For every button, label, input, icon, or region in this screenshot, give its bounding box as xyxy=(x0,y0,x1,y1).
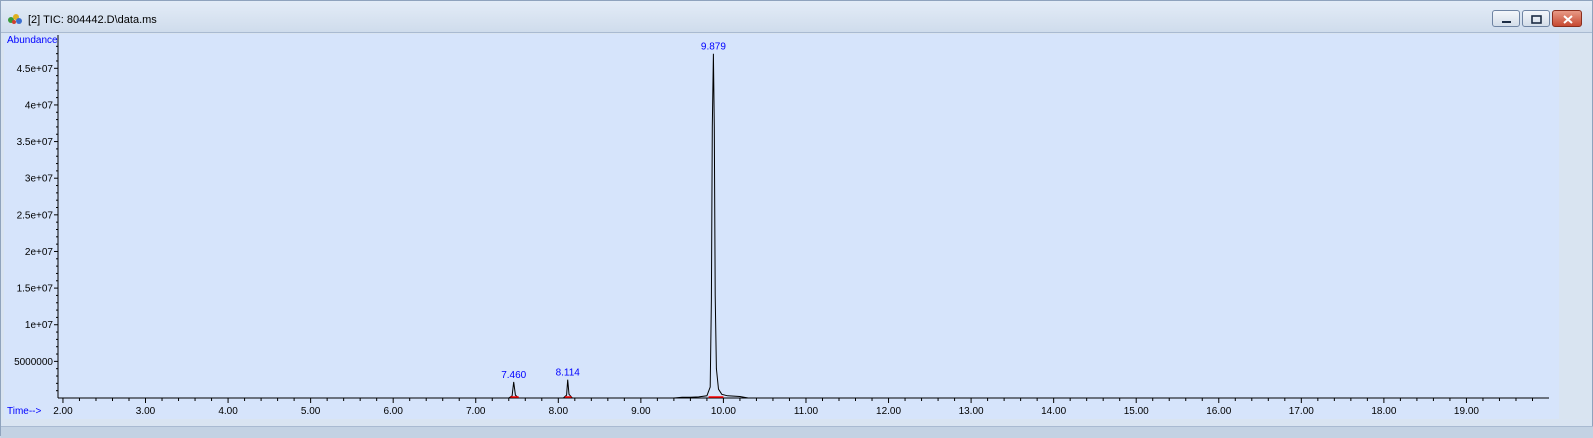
x-tick-label: 16.00 xyxy=(1206,406,1231,417)
peak-label-group: 7.460 8.114 9.879 xyxy=(501,42,726,381)
close-button[interactable] xyxy=(1552,10,1582,27)
restore-icon xyxy=(1531,15,1542,24)
y-axis-label: Abundance xyxy=(7,35,58,46)
y-tick-label: 1.5e+07 xyxy=(17,284,54,295)
x-tick-label: 19.00 xyxy=(1454,406,1479,417)
chromatogram-plot: 5000000 1e+07 1.5e+07 2e+07 2.5e+07 3e+07 3.5e… xyxy=(4,34,1559,419)
y-tick-label: 4.5e+07 xyxy=(17,64,54,75)
x-tick-label: 18.00 xyxy=(1371,406,1396,417)
window-title: [2] TIC: 804442.D\data.ms xyxy=(28,14,157,26)
y-tick-label: 3e+07 xyxy=(25,174,54,185)
x-tick-label: 8.00 xyxy=(549,406,569,417)
title-bar[interactable]: [2] TIC: 804442.D\data.ms xyxy=(1,1,1592,33)
x-tick-label: 12.00 xyxy=(876,406,901,417)
x-tick-label: 6.00 xyxy=(383,406,403,417)
y-tick-label: 1e+07 xyxy=(25,320,54,331)
restore-button[interactable] xyxy=(1522,10,1550,27)
x-tick-label: 15.00 xyxy=(1124,406,1149,417)
peak-label: 7.460 xyxy=(501,370,526,381)
y-tick-label: 2e+07 xyxy=(25,247,54,258)
x-tick-label: 2.00 xyxy=(53,406,73,417)
minimize-button[interactable] xyxy=(1492,10,1520,27)
x-tick-label: 9.00 xyxy=(631,406,651,417)
close-icon xyxy=(1563,15,1573,24)
y-tick-label: 2.5e+07 xyxy=(17,210,54,221)
minimize-icon xyxy=(1502,21,1511,23)
x-tick-label: 13.00 xyxy=(959,406,984,417)
status-strip xyxy=(1,426,1593,438)
plot-area xyxy=(4,34,1559,419)
peak-label: 9.879 xyxy=(701,42,726,53)
x-tick-label: 5.00 xyxy=(301,406,321,417)
y-tick-label: 4e+07 xyxy=(25,100,54,111)
x-tick-label: 10.00 xyxy=(711,406,736,417)
chromatogram-app-icon xyxy=(8,14,22,24)
peak-label: 8.114 xyxy=(556,368,581,379)
y-tick-label: 3.5e+07 xyxy=(17,137,54,148)
x-tick-label: 3.00 xyxy=(136,406,156,417)
x-tick-label: 7.00 xyxy=(466,406,486,417)
x-tick-label: 11.00 xyxy=(794,406,819,417)
y-tick-label: 5000000 xyxy=(14,357,53,368)
x-tick-label: 4.00 xyxy=(218,406,238,417)
x-axis-label: Time--> xyxy=(7,406,42,417)
trace-group xyxy=(58,53,1549,399)
x-tick-label: 14.00 xyxy=(1041,406,1066,417)
x-tick-label: 17.00 xyxy=(1289,406,1314,417)
